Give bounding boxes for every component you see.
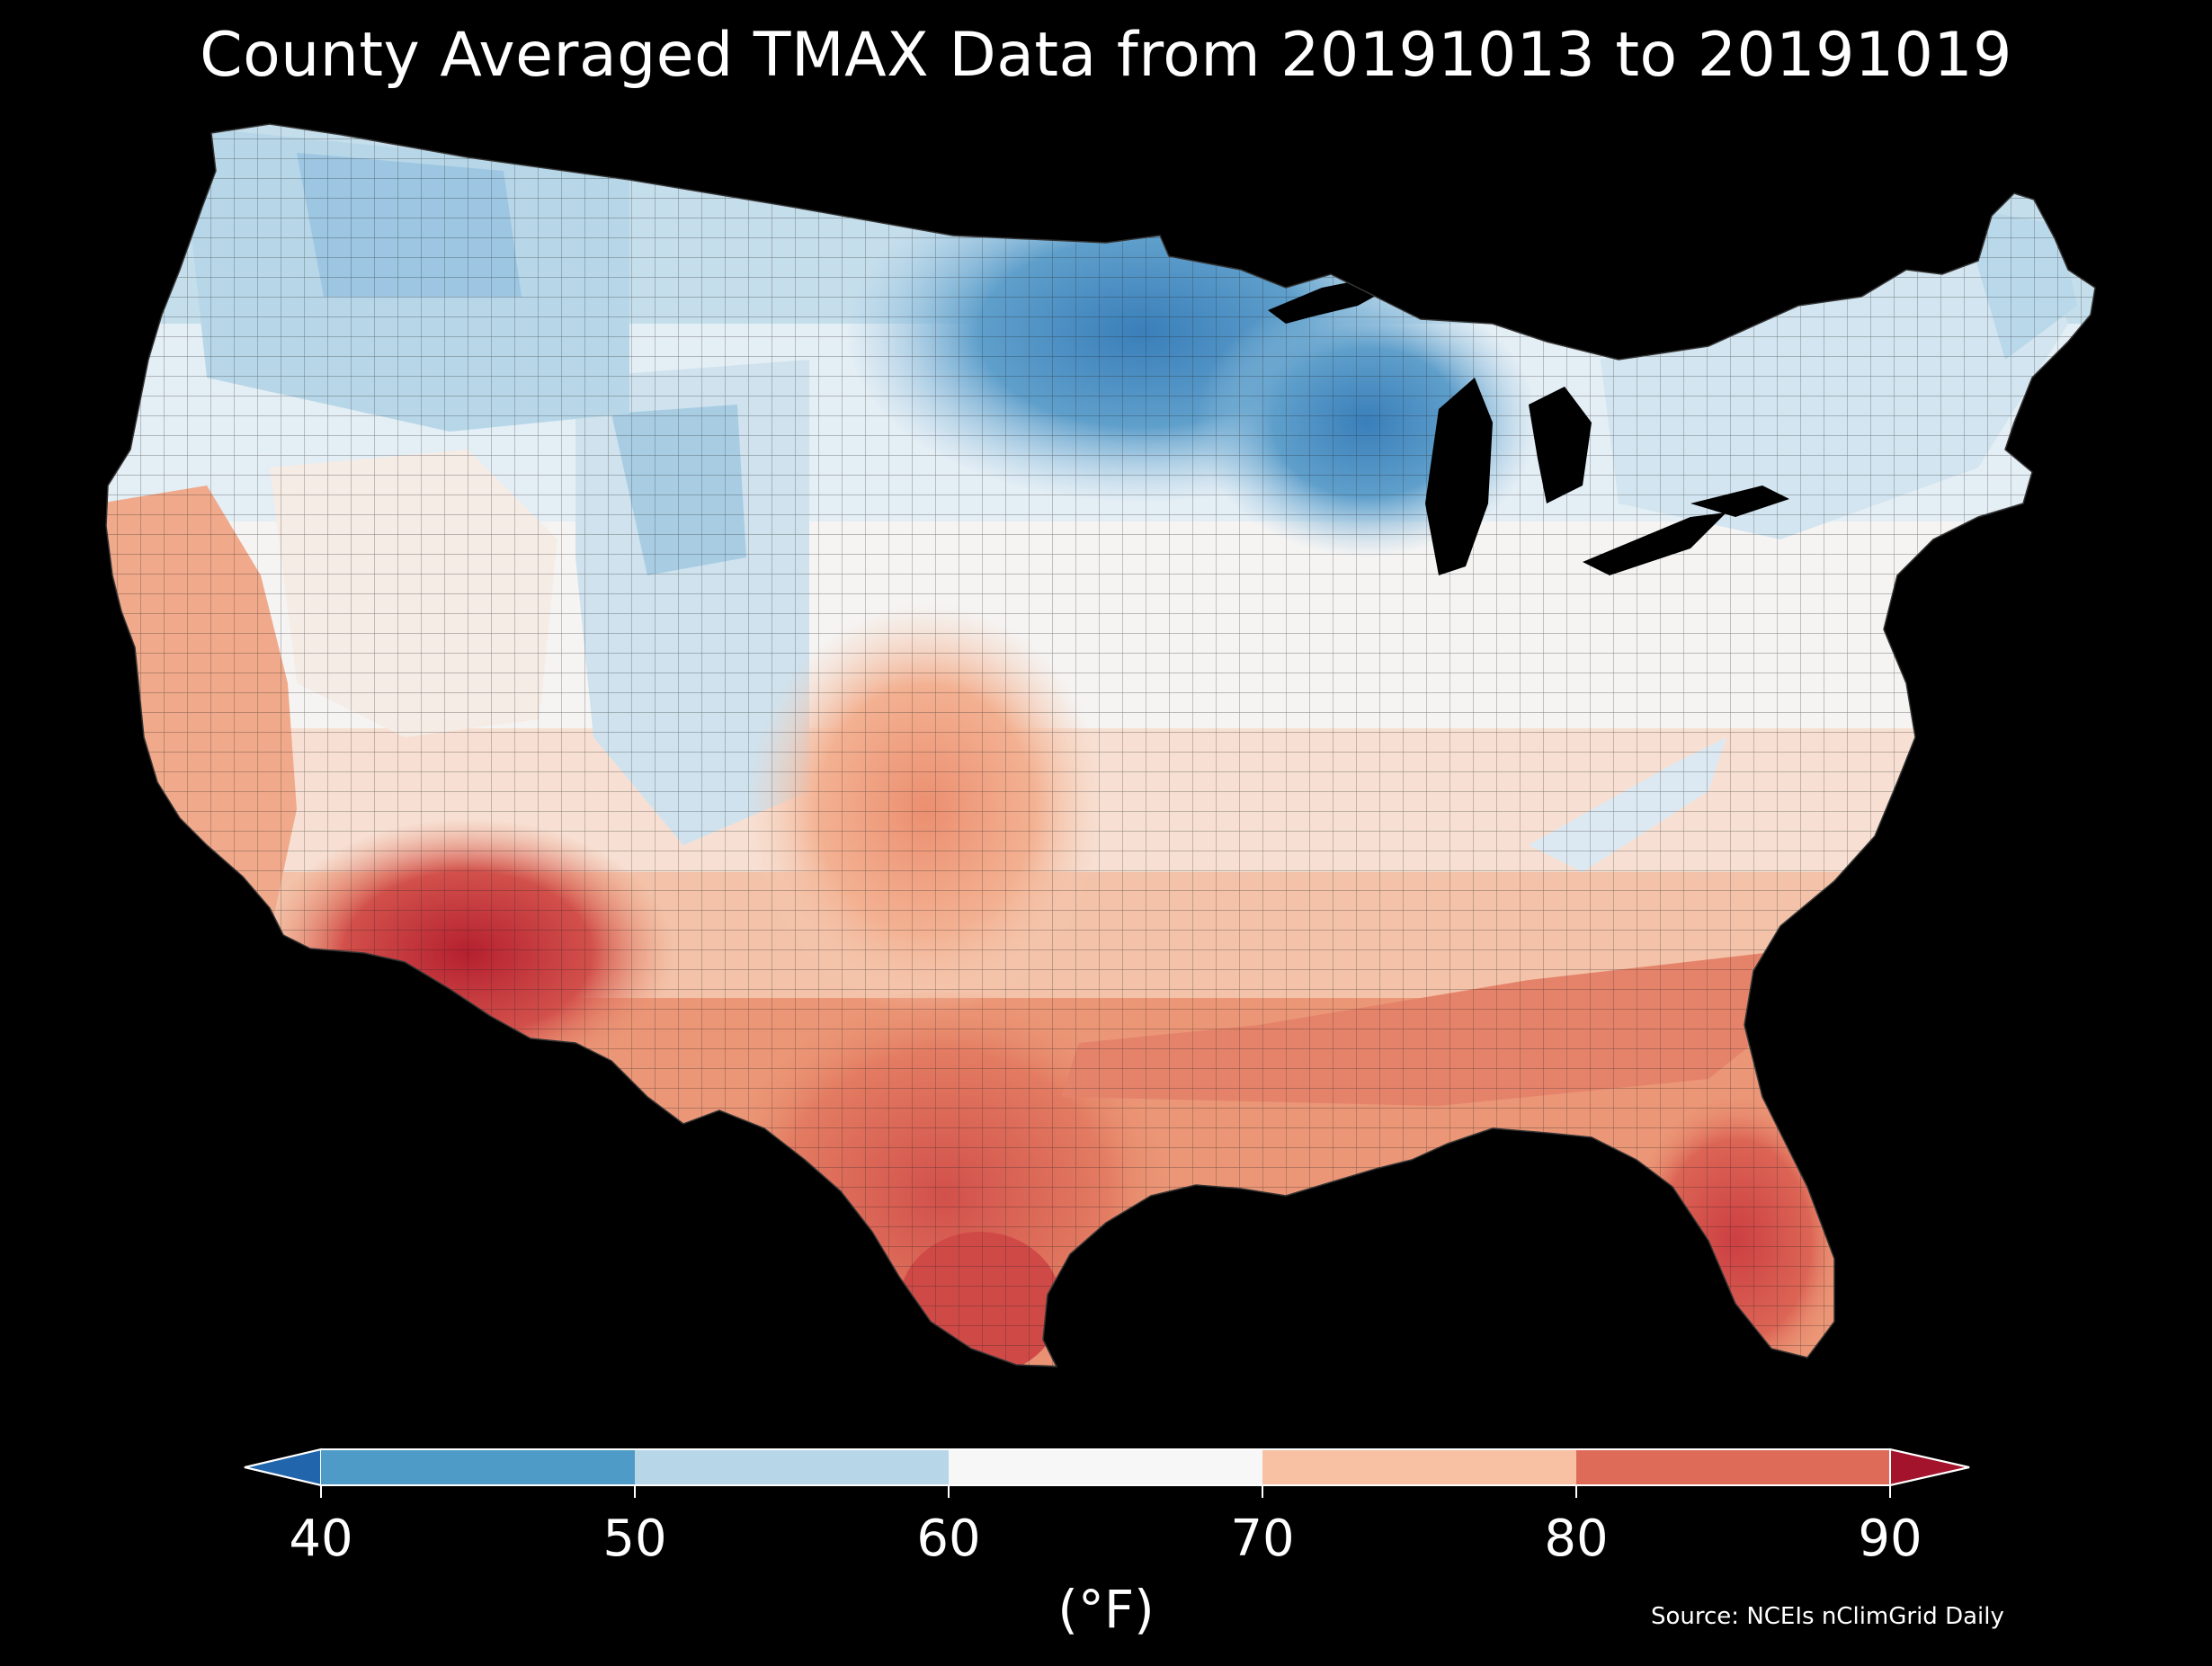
colorbar-bin-70-80	[1262, 1449, 1576, 1485]
map-fill-layer	[106, 124, 2095, 1367]
colorbar	[244, 1448, 1970, 1498]
colorbar-unit-label: (°F)	[1057, 1579, 1155, 1640]
colorbar-tick-label-90: 90	[1858, 1510, 1922, 1568]
colorbar-bin-50-60	[635, 1449, 949, 1485]
colorbar-tick-label-70: 70	[1230, 1510, 1295, 1568]
colorbar-bin-60-70	[949, 1449, 1262, 1485]
colorbar-bin-80-90	[1576, 1449, 1890, 1485]
colorbar-tick-label-60: 60	[916, 1510, 981, 1568]
colorbar-under-arrow	[244, 1448, 322, 1487]
colorbar-tick-label-50: 50	[602, 1510, 667, 1568]
source-credit: Source: NCEIs nClimGrid Daily	[1651, 1603, 2004, 1630]
colorbar-tick-label-80: 80	[1544, 1510, 1609, 1568]
us-outline	[105, 123, 2096, 1368]
colorbar-tick-label-40: 40	[289, 1510, 353, 1568]
colorbar-ticks	[320, 1485, 1891, 1498]
page-title: County Averaged TMAX Data from 20191013 …	[200, 20, 2012, 91]
colorbar-over-arrow	[1889, 1448, 1970, 1487]
great-lakes	[1268, 279, 1789, 575]
colorbar-bin-40-50	[321, 1449, 635, 1485]
